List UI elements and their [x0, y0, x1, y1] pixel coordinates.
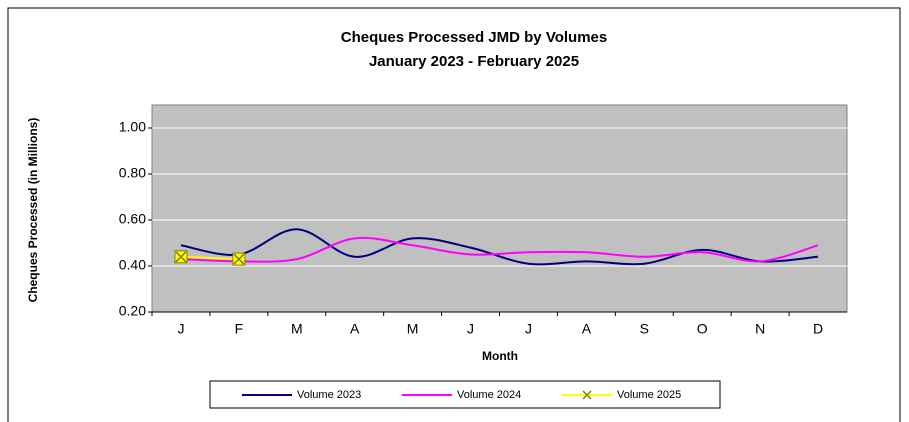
- x-tick-label: J: [467, 321, 474, 337]
- legend-box: [209, 380, 721, 409]
- x-tick-label: M: [291, 321, 303, 337]
- legend-marker: [582, 390, 592, 400]
- legend-label: Volume 2025: [617, 389, 681, 401]
- y-tick-label: 0.20: [119, 303, 146, 319]
- x-axis-title: Month: [482, 349, 518, 363]
- y-tick-label: 0.60: [119, 211, 146, 227]
- legend-label: Volume 2024: [457, 389, 521, 401]
- x-tick-label: J: [177, 321, 184, 337]
- x-tick-label: A: [582, 321, 592, 337]
- point-marker: [174, 250, 188, 264]
- chart-subtitle: January 2023 - February 2025: [369, 53, 579, 70]
- x-tick-label: A: [350, 321, 360, 337]
- y-tick-label: 0.80: [119, 165, 146, 181]
- chart-title: Cheques Processed JMD by Volumes: [341, 29, 607, 46]
- series-line: [180, 236, 819, 263]
- x-tick-label: N: [755, 321, 765, 337]
- x-tick-label: O: [697, 321, 708, 337]
- series-line: [180, 228, 819, 266]
- legend-label: Volume 2023: [297, 389, 361, 401]
- x-tick-label: J: [525, 321, 532, 337]
- plot-area: [151, 104, 848, 313]
- point-marker: [232, 252, 246, 266]
- marker-cross: [233, 253, 245, 265]
- x-tick-label: D: [813, 321, 823, 337]
- y-axis-title: Cheques Processed (in Millions): [26, 118, 40, 303]
- marker-cross: [175, 251, 187, 263]
- x-tick-label: F: [235, 321, 244, 337]
- x-tick-label: S: [640, 321, 649, 337]
- y-tick-label: 0.40: [119, 257, 146, 273]
- y-tick-label: 1.00: [119, 119, 146, 135]
- x-tick-label: M: [407, 321, 419, 337]
